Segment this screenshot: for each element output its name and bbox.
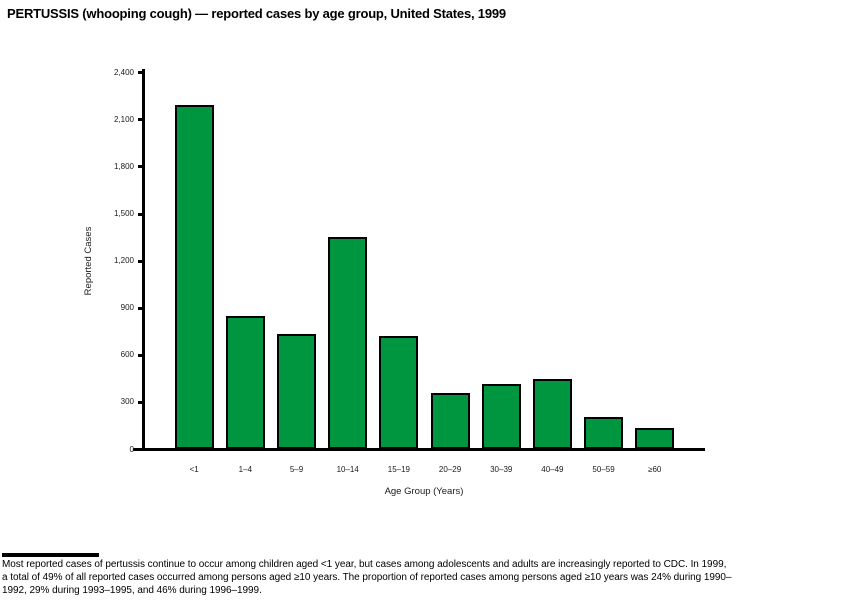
x-tick-label: 40–49: [541, 464, 564, 474]
y-tick-label: 2,100: [113, 114, 134, 124]
x-tick-label: 1–4: [238, 464, 253, 474]
y-tick-mark: [137, 306, 145, 310]
y-tick-mark: [137, 448, 145, 451]
y-tick-label: 600: [120, 350, 134, 360]
y-tick-mark: [137, 71, 145, 75]
chart-title: PERTUSSIS (whooping cough) — reported ca…: [7, 6, 506, 21]
x-tick-label: 50–59: [592, 464, 615, 474]
footnote-line: 1992, 29% during 1993–1995, and 46% duri…: [2, 585, 262, 596]
bar-age-30–39: [481, 384, 521, 449]
x-tick-label: 30–39: [490, 464, 513, 474]
bar-age-1–4: [225, 316, 265, 449]
y-tick-mark: [137, 165, 145, 169]
x-tick-label: ≥60: [648, 464, 662, 474]
footnote-line: Most reported cases of pertussis continu…: [2, 559, 727, 570]
bar-age-≥60: [635, 428, 675, 449]
y-tick-mark: [137, 118, 145, 122]
x-axis-line: [133, 447, 705, 451]
x-tick-label: 5–9: [289, 464, 304, 474]
bar-age-5–9: [277, 334, 317, 449]
y-tick-label: 1,500: [113, 209, 134, 218]
y-tick-label: 300: [120, 397, 134, 407]
y-tick-mark: [137, 353, 145, 357]
y-tick-mark: [137, 400, 145, 404]
bar-age-40–49: [532, 379, 572, 449]
y-tick-mark: [137, 212, 145, 216]
y-tick-mark: [137, 259, 145, 263]
y-tick-label: 1,200: [113, 256, 134, 266]
x-tick-label: 10–14: [336, 464, 359, 474]
y-tick-label: 2,400: [113, 67, 134, 77]
footnote-line: a total of 49% of all reported cases occ…: [2, 572, 732, 583]
footnote-rule: [2, 553, 99, 557]
bar-age-<1: [174, 105, 214, 449]
footnote-text: Most reported cases of pertussis continu…: [2, 558, 858, 597]
bar-age-15–19: [379, 336, 419, 449]
bar-age-10–14: [328, 237, 368, 449]
x-axis-label: Age Group (Years): [384, 486, 464, 497]
bar-age-50–59: [584, 417, 624, 449]
y-tick-label: 1,800: [113, 161, 134, 171]
x-tick-label: <1: [189, 464, 199, 474]
bar-age-20–29: [430, 393, 470, 449]
y-tick-label: 0: [129, 444, 134, 454]
x-tick-label: 20–29: [438, 464, 462, 474]
y-tick-label: 900: [120, 303, 134, 313]
x-tick-label: 15–19: [387, 464, 410, 474]
